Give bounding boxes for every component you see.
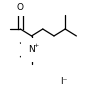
Text: O: O — [17, 3, 24, 12]
Text: I⁻: I⁻ — [60, 77, 67, 86]
Text: N: N — [28, 45, 35, 54]
Text: +: + — [34, 43, 39, 48]
